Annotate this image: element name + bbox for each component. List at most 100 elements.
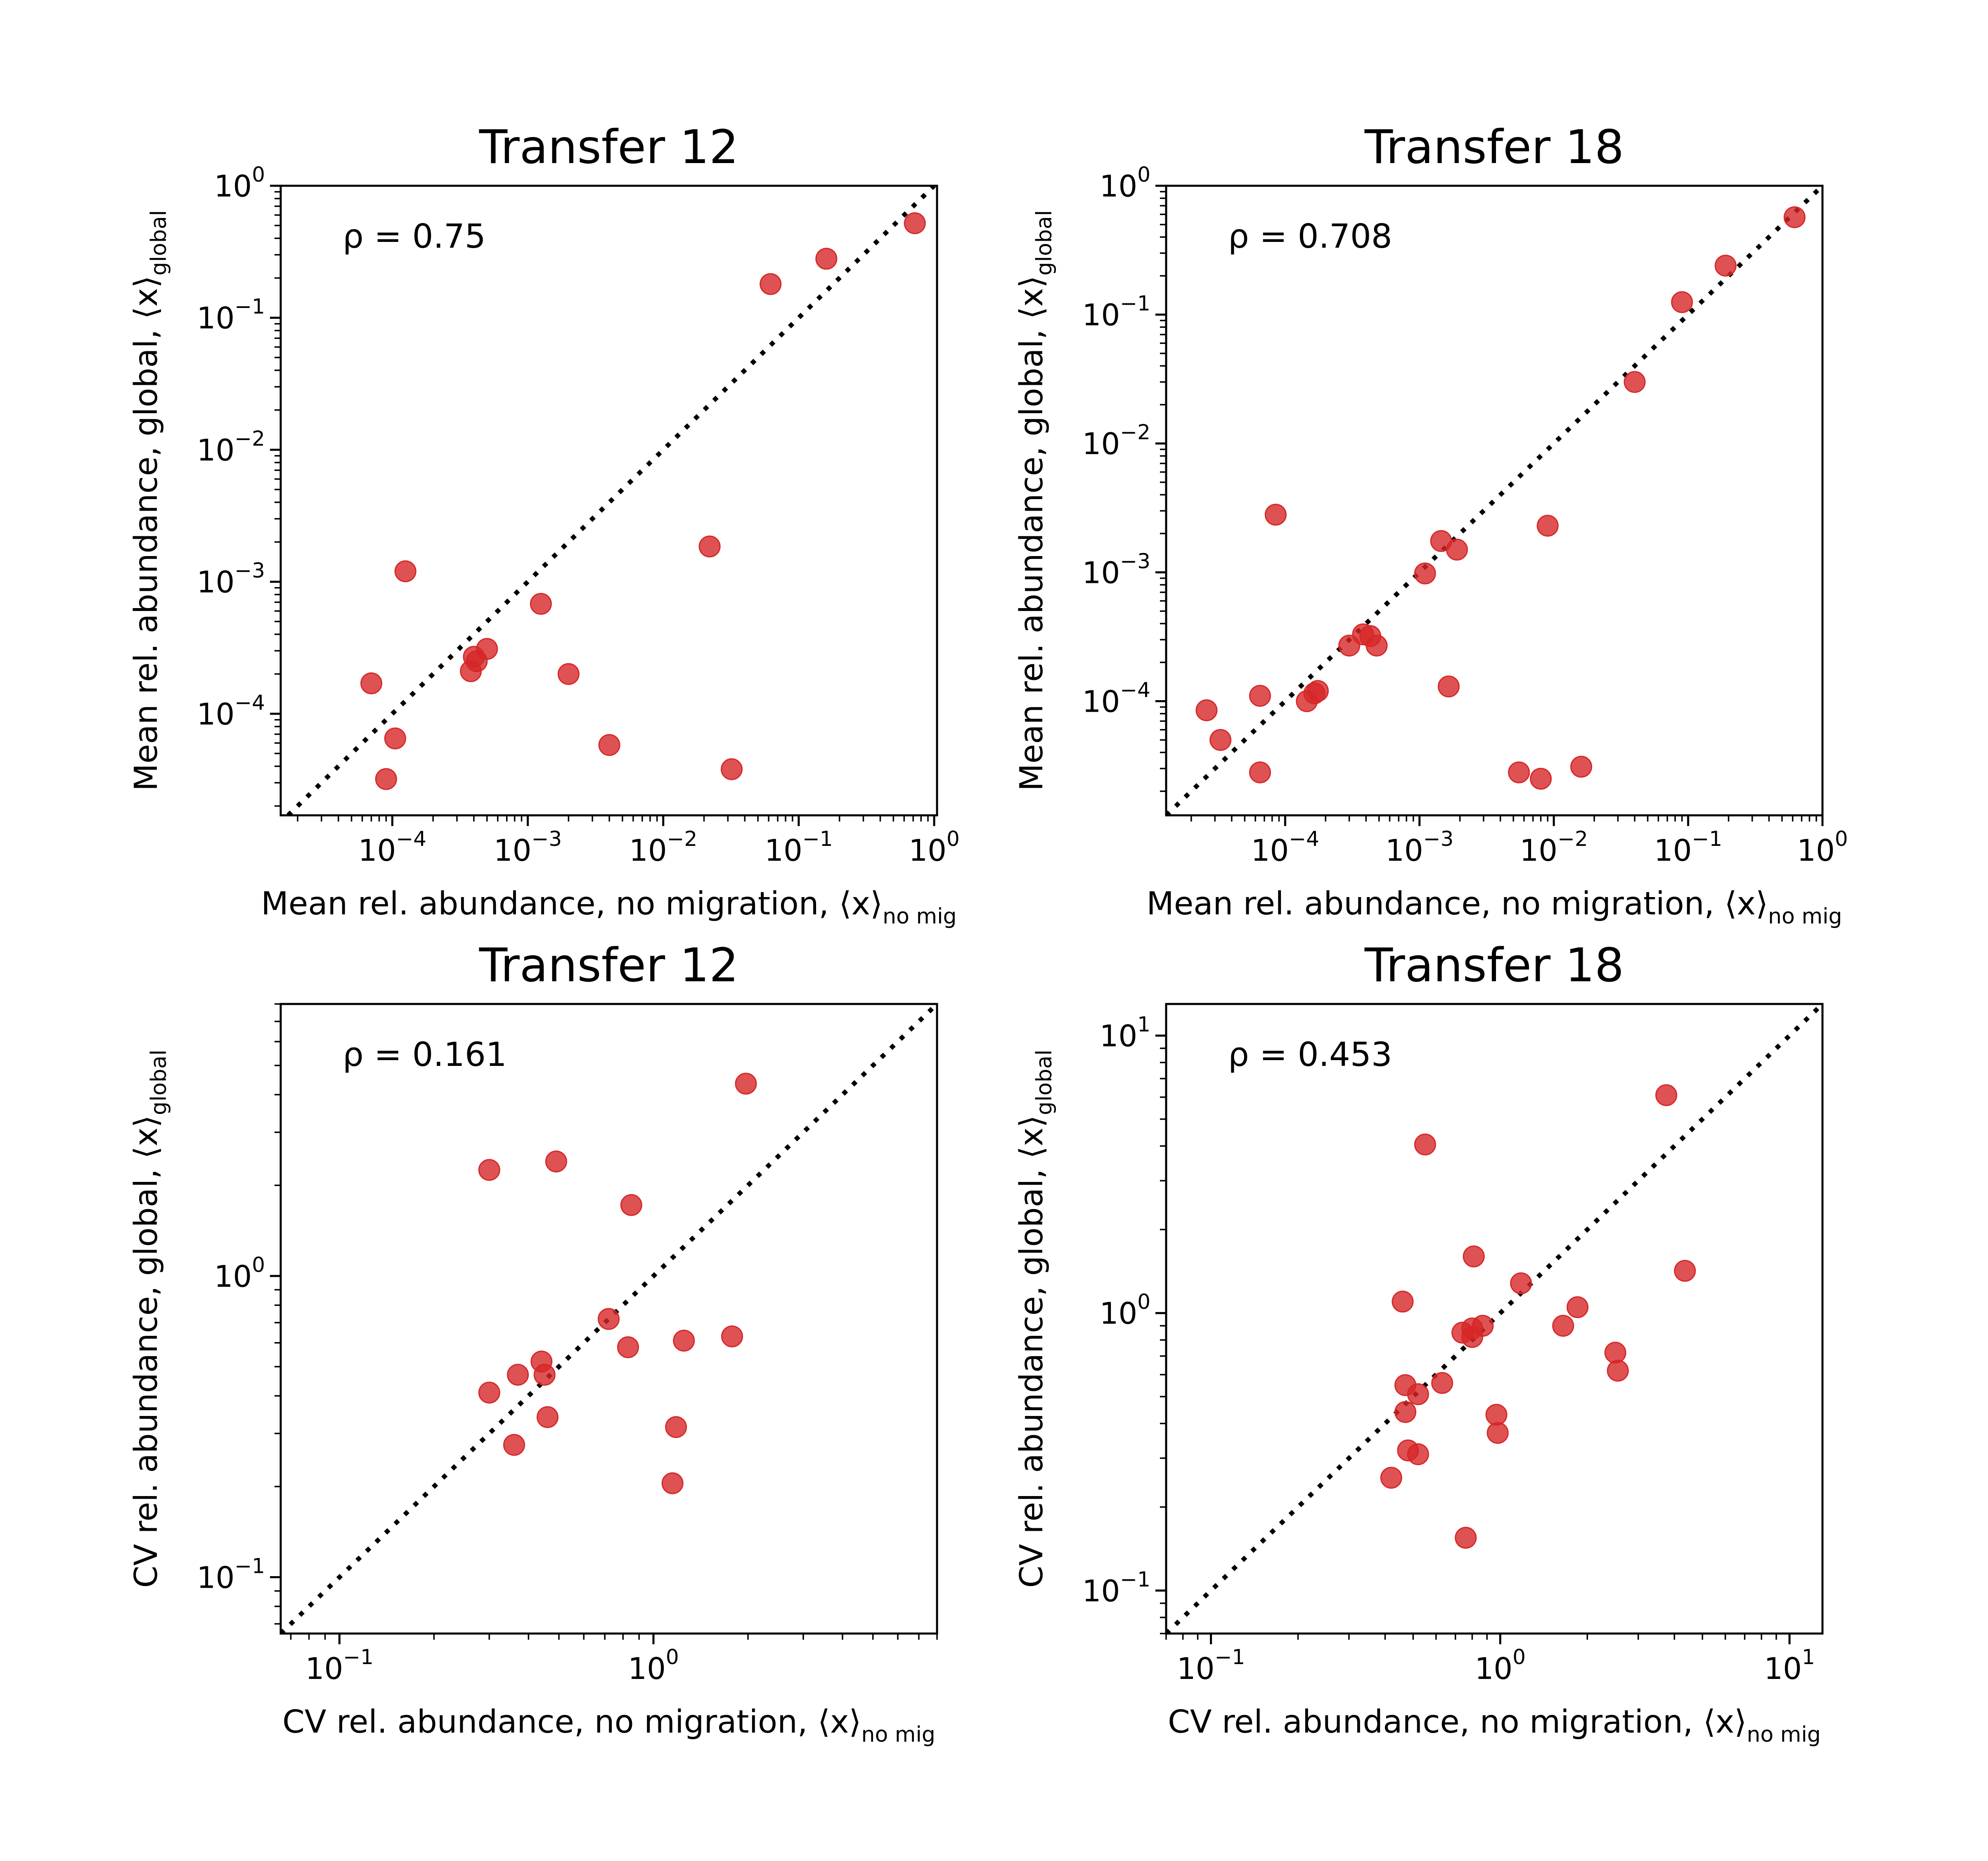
x-axis-label: Mean rel. abundance, no migration, ⟨x⟩no… [261,886,956,929]
data-point [1366,635,1388,657]
x-axis-label: Mean rel. abundance, no migration, ⟨x⟩no… [1146,886,1842,929]
x-tick-label: 100 [1797,827,1848,868]
data-point [394,560,417,582]
data-point [1414,1133,1436,1155]
x-tick-label: 10−1 [305,1645,374,1686]
data-points [1195,206,1806,790]
data-point [661,1472,684,1494]
y-tick-label: 10−1 [197,1554,265,1595]
data-point [545,1150,567,1172]
data-point [1508,761,1530,784]
x-tick-label: 100 [628,1645,679,1686]
data-point [1394,1401,1417,1423]
data-point [1446,538,1468,561]
data-point [1674,1260,1696,1282]
data-point [1783,206,1806,228]
x-tick-label: 10−1 [1177,1645,1245,1686]
data-point [1431,1372,1453,1394]
data-point [735,1073,757,1095]
x-tick-label: 100 [909,827,959,868]
data-point [1472,1314,1494,1337]
scatter-panel-3: 10−1 100 10−1 100 Transfer 12 ρ = 0.161 CV rel… [128,939,938,1747]
data-point [1624,371,1646,393]
axes-frame [1165,1003,1824,1635]
x-tick-label: 100 [1475,1645,1526,1686]
data-point [1249,761,1271,784]
data-point [1195,699,1218,721]
x-tick-label: 10−2 [1519,827,1588,868]
data-point [530,593,552,615]
data-point [1485,1404,1508,1426]
data-point [1249,685,1271,707]
data-point [698,535,721,558]
scatter-panel-1: 10−4 10−3 10−2 10−1 100 10−4 10−3 10−2 10−1 100 Tr… [128,121,960,929]
data-point [720,758,743,780]
data-point [1607,1359,1629,1382]
ticks [270,185,935,826]
data-point [384,727,406,750]
data-point [360,672,383,694]
data-point [557,663,580,685]
y-tick-label: 100 [1100,1290,1150,1331]
data-point [1671,291,1693,313]
data-point [1414,562,1436,585]
data-point [815,248,838,270]
data-point [1655,1084,1678,1106]
x-tick-label: 10−4 [358,827,426,868]
x-tick-label: 10−3 [1385,827,1453,868]
x-tick-label: 10−2 [629,827,697,868]
scatter-panel-2: 10−4 10−3 10−2 10−1 100 10−4 10−3 10−2 10−1 100 Tr… [1013,121,1848,929]
data-point [620,1194,642,1216]
data-point [904,212,926,234]
data-point [1486,1422,1509,1444]
chart-title: Transfer 18 [1364,121,1624,174]
y-tick-label: 10−3 [197,559,265,599]
data-point [1438,675,1460,698]
data-points [1380,1084,1696,1549]
y-tick-label: 10−1 [1082,1567,1150,1608]
scatter-panel-4: 10−1 100 101 10−1 100 101 Transfer 18 ρ = 0.453… [1013,939,1824,1747]
data-point [760,273,782,295]
y-tick-label: 10−1 [197,295,265,336]
data-point [476,638,498,660]
x-tick-label: 10−4 [1251,827,1319,868]
identity-line [286,186,936,815]
data-point [1552,1314,1574,1337]
data-point [503,1434,525,1456]
data-point [1530,767,1552,790]
data-point [598,734,620,756]
y-axis-label: CV rel. abundance, global, ⟨x⟩global [128,1050,171,1588]
data-point [1714,254,1737,277]
identity-line [1166,186,1822,815]
axes-frame [279,1003,938,1635]
identity-line [1166,1004,1822,1634]
y-tick-label: 10−3 [1082,549,1150,590]
x-tick-label: 10−3 [494,827,562,868]
data-point [375,768,397,790]
x-axis-label: CV rel. abundance, no migration, ⟨x⟩no m… [1168,1704,1821,1747]
y-tick-label: 100 [214,163,265,204]
data-point [536,1406,559,1428]
y-axis-label: CV rel. abundance, global, ⟨x⟩global [1013,1050,1057,1588]
x-tick-label: 10−1 [764,827,833,868]
ticks [1155,185,1824,826]
data-point [1570,755,1593,778]
correlation-annotation: ρ = 0.708 [1228,217,1392,256]
data-point [1407,1443,1429,1466]
data-point [673,1330,695,1352]
y-axis-label: Mean rel. abundance, global, ⟨x⟩global [128,210,171,791]
correlation-annotation: ρ = 0.453 [1228,1035,1392,1074]
data-points [478,1073,757,1494]
data-point [1209,729,1232,751]
correlation-annotation: ρ = 0.161 [343,1035,507,1074]
data-point [617,1336,639,1359]
data-point [721,1325,743,1347]
data-point [1536,514,1559,537]
y-axis-label: Mean rel. abundance, global, ⟨x⟩global [1013,210,1057,791]
data-point [1380,1467,1402,1489]
data-point [597,1308,620,1330]
axes-frame [1165,185,1824,817]
y-tick-label: 101 [1100,1013,1150,1054]
x-axis-label: CV rel. abundance, no migration, ⟨x⟩no m… [282,1704,935,1747]
